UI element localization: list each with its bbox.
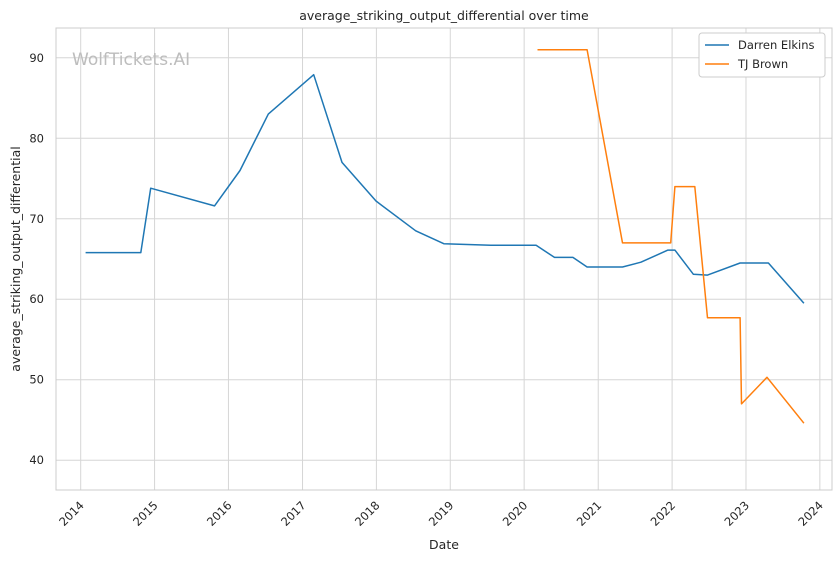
plot-frame (55, 27, 833, 491)
x-tick-label: 2023 (721, 498, 752, 529)
x-tick-label: 2024 (795, 498, 826, 529)
x-tick-label: 2022 (648, 498, 679, 529)
y-tick-label: 90 (29, 51, 44, 65)
x-tick-label: 2015 (130, 498, 161, 529)
x-tick-label: 2019 (426, 498, 457, 529)
y-tick-label: 40 (29, 453, 44, 467)
x-tick-label: 2021 (574, 498, 605, 529)
x-tick-label: 2016 (204, 498, 235, 529)
legend-label-darren-elkins: Darren Elkins (738, 38, 815, 52)
y-tick-label: 80 (29, 131, 44, 145)
x-axis-label: Date (429, 537, 459, 552)
x-tick-label: 2017 (278, 498, 309, 529)
x-tick-label: 2018 (352, 498, 383, 529)
series-line-darren-elkins (85, 73, 805, 304)
watermark-text: WolfTickets.AI (72, 50, 190, 70)
series-lines (85, 48, 805, 424)
x-tick-label: 2020 (500, 498, 531, 529)
plot-background (56, 28, 832, 490)
legend-box (698, 32, 826, 78)
legend: Darren Elkins TJ Brown (698, 32, 826, 78)
y-tick-label: 60 (29, 292, 44, 306)
x-tick-labels: 2014 2015 2016 2017 2018 2019 2020 2021 2022 2023… (56, 498, 826, 529)
y-tick-labels: 40 50 60 70 80 90 (29, 51, 44, 467)
x-tick-label: 2014 (56, 498, 87, 529)
y-tick-label: 50 (29, 373, 44, 387)
y-axis-label: average_striking_output_differential (8, 146, 23, 371)
chart-title: average_striking_output_differential ove… (299, 8, 589, 23)
legend-label-tj-brown: TJ Brown (737, 57, 788, 71)
grid-lines (56, 28, 832, 490)
series-line-tj-brown (537, 48, 805, 424)
y-tick-label: 70 (29, 212, 44, 226)
